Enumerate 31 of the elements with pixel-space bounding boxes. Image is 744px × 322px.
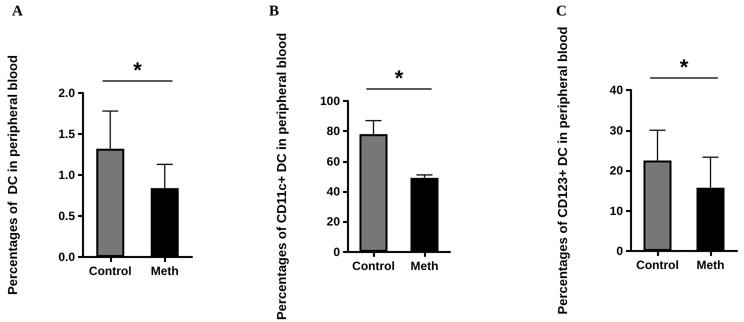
text: * (133, 58, 142, 82)
y-tick-label: 40 (326, 184, 340, 199)
y-tick-label: 20 (610, 164, 624, 178)
y-tick-label: 0.5 (58, 209, 76, 223)
y-tick-label: 1.5 (58, 127, 76, 141)
y-tick-label: 0 (616, 244, 624, 258)
x-tick-label: Meth (696, 258, 724, 272)
y-tick-label: 2.0 (58, 86, 76, 100)
x-tick-label: Control (88, 264, 132, 278)
y-axis-title: Percentages of DC in peripheral blood (5, 55, 20, 295)
chart-title: B (269, 4, 280, 20)
y-tick-label: 80 (326, 124, 340, 138)
y-tick-label: 1.0 (58, 168, 76, 182)
text: * (394, 66, 404, 90)
x-tick-label: Meth (410, 258, 438, 273)
y-tick-label: 60 (326, 154, 340, 168)
y-tick-label: 0 (333, 244, 340, 259)
y-tick-label: 30 (610, 123, 624, 138)
y-axis-title: Percentages of CD123+ DC in peripheral blood (555, 26, 570, 314)
text: * (680, 54, 689, 80)
x-tick-label: Control (636, 258, 679, 272)
y-tick-label: 0.0 (58, 250, 76, 264)
x-tick-label: Control (352, 258, 395, 273)
y-tick-label: 10 (610, 204, 624, 218)
chart-title: A (12, 4, 23, 20)
y-axis-title: Percentages of CD11c+ DC in peripheral blood (274, 32, 289, 320)
x-tick-label: Meth (150, 264, 179, 278)
y-tick-label: 40 (610, 83, 624, 97)
y-tick-label: 20 (326, 214, 340, 229)
chart-title: C (556, 4, 567, 20)
y-tick-label: 100 (320, 94, 340, 108)
